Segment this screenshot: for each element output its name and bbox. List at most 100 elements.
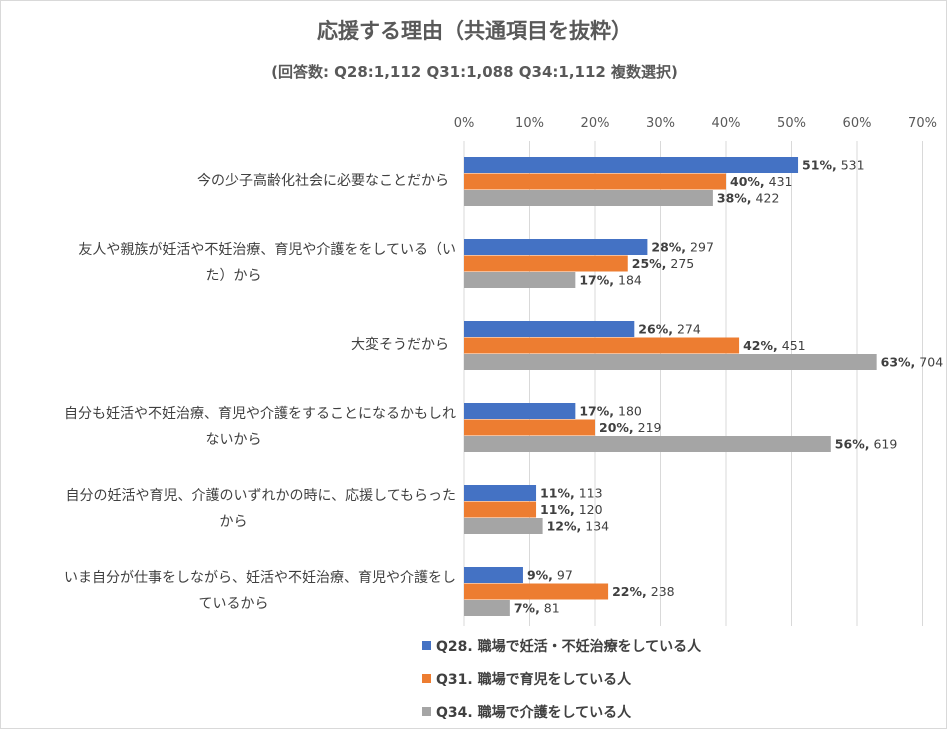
data-label-percent: 38%, [717, 191, 752, 206]
bar [464, 567, 523, 583]
bar [464, 501, 537, 518]
bar [464, 255, 628, 272]
legend-label: Q34. 職場で介護をしている人 [436, 704, 632, 721]
bar [464, 321, 635, 337]
data-label-count: 120 [575, 502, 603, 517]
x-tick-label: 0% [454, 116, 475, 131]
data-label: 22%, 238 [612, 584, 675, 599]
x-tick-label: 30% [646, 116, 675, 131]
bar [464, 600, 510, 616]
legend-swatch [422, 707, 431, 716]
bar [464, 403, 576, 419]
data-label-count: 297 [686, 240, 714, 255]
bar [464, 190, 713, 206]
data-label: 17%, 184 [579, 273, 642, 288]
data-label-count: 113 [575, 486, 603, 501]
x-tick-label: 50% [777, 116, 806, 131]
data-label-percent: 9%, [527, 568, 553, 583]
x-tick-label: 40% [712, 116, 741, 131]
data-label-count: 619 [869, 437, 897, 452]
category-label: 自分も妊活や不妊治療、育児や介護をすることになるかもしれないから [11, 401, 456, 453]
legend: Q28. 職場で妊活・不妊治療をしている人 Q31. 職場で育児をしている人 Q34… [422, 629, 701, 728]
data-label-percent: 40%, [730, 174, 765, 189]
chart-subtitle: (回答数: Q28:1,112 Q31:1,088 Q34:1,112 複数選択… [271, 63, 678, 81]
data-label: 63%, 704 [881, 355, 944, 370]
category-label-line: 自分の妊活や育児、介護のいずれかの時に、応援してもらった [65, 488, 456, 504]
category-label-line: 友人や親族が妊活や不妊治療、育児や介護ををしている（い [78, 242, 456, 258]
legend-item: Q28. 職場で妊活・不妊治療をしている人 [422, 629, 701, 662]
bar [464, 518, 543, 534]
data-label-percent: 12%, [547, 519, 582, 534]
data-label-count: 422 [752, 191, 780, 206]
data-label: 51%, 531 [802, 158, 865, 173]
bar [464, 272, 576, 288]
bar [464, 239, 648, 255]
category-label-line: 自分も妊活や不妊治療、育児や介護をすることになるかもしれ [64, 406, 456, 422]
bar [464, 173, 726, 190]
data-label: 38%, 422 [717, 191, 780, 206]
category-label-line: ているから [198, 596, 269, 612]
data-label-percent: 28%, [651, 240, 686, 255]
data-label-percent: 22%, [612, 584, 647, 599]
data-label: 40%, 431 [730, 174, 793, 189]
data-label-percent: 42%, [743, 338, 778, 353]
legend-item: Q31. 職場で育児をしている人 [422, 662, 701, 695]
data-label: 42%, 451 [743, 338, 806, 353]
legend-label: Q28. 職場で妊活・不妊治療をしている人 [436, 638, 702, 655]
category-label: 今の少子高齢化社会に必要なことだから [9, 168, 449, 194]
data-label-count: 97 [553, 568, 573, 583]
legend-swatch [422, 641, 431, 650]
category-label-line: 今の少子高齢化社会に必要なことだから [197, 173, 449, 189]
data-label-percent: 17%, [579, 273, 614, 288]
legend-label: Q31. 職場で育児をしている人 [436, 671, 632, 688]
x-tick-label: 10% [515, 116, 544, 131]
data-label-count: 180 [614, 404, 642, 419]
bar [464, 583, 609, 600]
legend-swatch [422, 674, 431, 683]
data-label-count: 704 [915, 355, 943, 370]
data-label-count: 275 [666, 256, 694, 271]
bar [464, 337, 740, 354]
category-label-line: いま自分が仕事をしながら、妊活や不妊治療、育児や介護をし [64, 570, 456, 586]
data-label: 17%, 180 [579, 404, 642, 419]
data-label: 25%, 275 [632, 256, 695, 271]
data-label-percent: 56%, [835, 437, 870, 452]
data-label: 56%, 619 [835, 437, 898, 452]
data-label: 28%, 297 [651, 240, 714, 255]
bar [464, 354, 877, 370]
data-label-count: 274 [673, 322, 701, 337]
data-label: 20%, 219 [599, 420, 662, 435]
category-label: 自分の妊活や育児、介護のいずれかの時に、応援してもらったから [11, 483, 456, 535]
data-label: 9%, 97 [527, 568, 573, 583]
data-label-percent: 20%, [599, 420, 634, 435]
data-label-count: 81 [540, 601, 560, 616]
category-label-line: から [219, 514, 248, 530]
data-label-percent: 11%, [540, 486, 575, 501]
data-label-count: 431 [765, 174, 793, 189]
data-label: 11%, 113 [540, 486, 603, 501]
data-label-count: 238 [647, 584, 675, 599]
x-tick-label: 20% [581, 116, 610, 131]
data-label-percent: 17%, [579, 404, 614, 419]
data-label-count: 184 [614, 273, 642, 288]
data-label-percent: 25%, [632, 256, 667, 271]
category-label: 友人や親族が妊活や不妊治療、育児や介護ををしている（い た）から [11, 237, 456, 289]
legend-item: Q34. 職場で介護をしている人 [422, 695, 701, 728]
data-label: 12%, 134 [547, 519, 610, 534]
data-label-percent: 63%, [881, 355, 916, 370]
x-tick-label: 70% [908, 116, 937, 131]
category-label: いま自分が仕事をしながら、妊活や不妊治療、育児や介護をしているから [11, 565, 456, 617]
bar [464, 157, 799, 173]
data-label-percent: 11%, [540, 502, 575, 517]
bar [464, 485, 537, 501]
chart-title: 応援する理由（共通項目を抜粋） [317, 19, 632, 43]
data-label: 7%, 81 [514, 601, 560, 616]
data-label-count: 531 [837, 158, 865, 173]
data-label-count: 219 [634, 420, 662, 435]
category-label-line: ないから [205, 432, 262, 448]
data-label: 26%, 274 [638, 322, 701, 337]
data-label-count: 451 [778, 338, 806, 353]
x-tick-label: 60% [843, 116, 872, 131]
